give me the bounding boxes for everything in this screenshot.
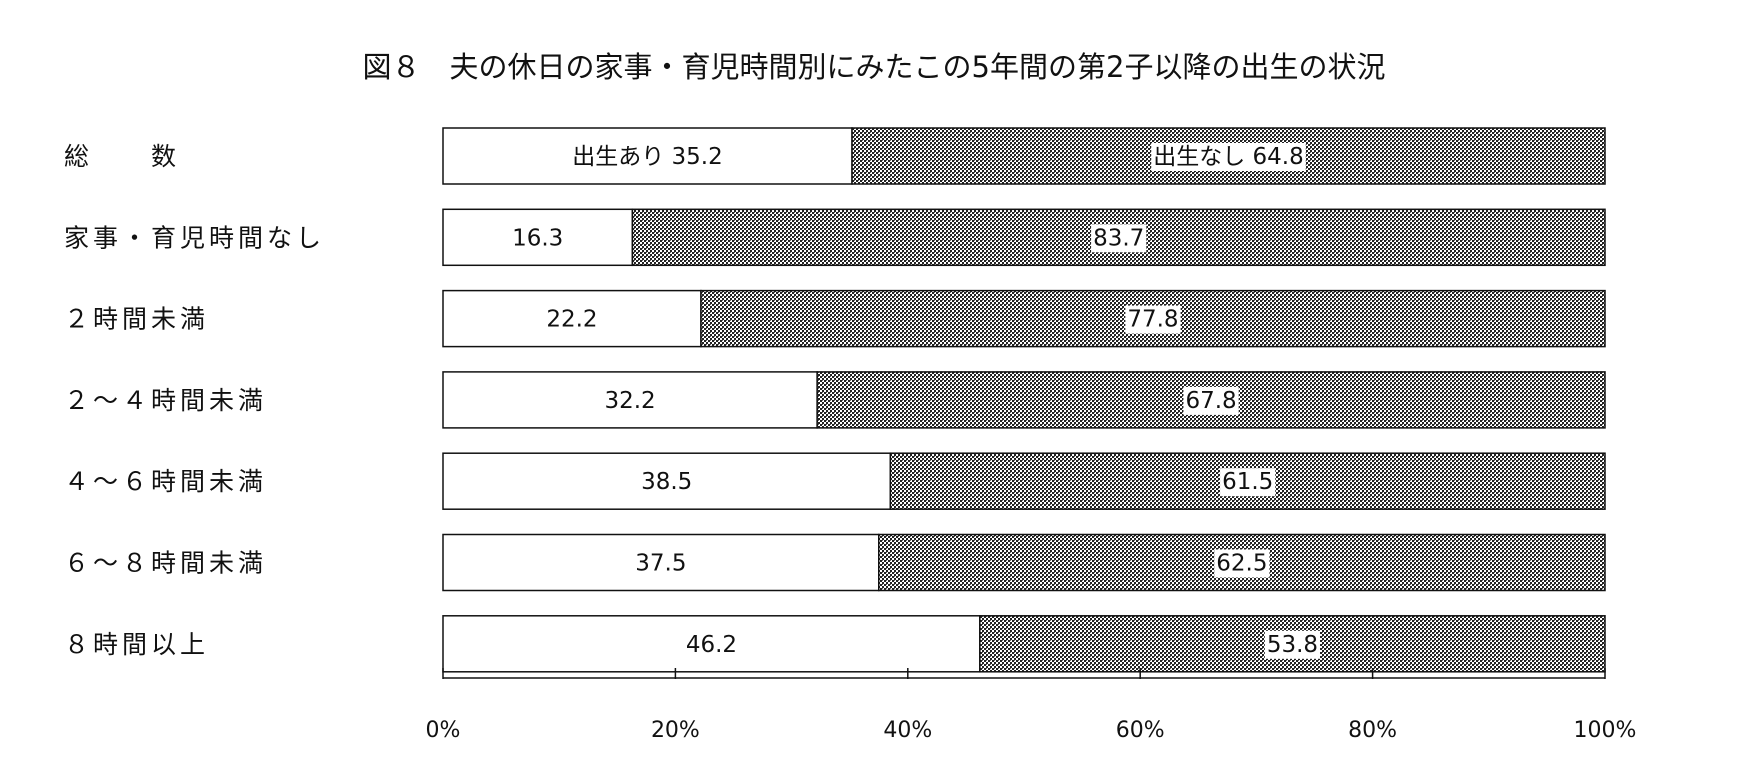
data-label-bg — [1151, 143, 1306, 171]
category-label: 家事・育児時間なし — [64, 223, 325, 252]
data-label: 62.5 — [1216, 551, 1267, 577]
x-tick-label: 40% — [883, 718, 932, 743]
bar-segment-birth — [442, 289, 702, 348]
data-label-bg — [1220, 468, 1276, 497]
data-label-bg — [1091, 224, 1147, 253]
x-tick-label: 80% — [1348, 718, 1397, 743]
data-label: 出生あり 35.2 — [572, 144, 723, 170]
data-label-bg — [1125, 305, 1181, 334]
bars: 出生あり 35.2 出生なし 64.8 16.3 83.7 22.2 77.8 32.2 67… — [442, 127, 1606, 673]
data-label-bg — [1214, 549, 1270, 578]
data-label: 83.7 — [1093, 225, 1144, 251]
data-label: 22.2 — [546, 307, 597, 333]
data-label-bg — [1264, 630, 1321, 659]
bar-segment-birth — [442, 452, 892, 510]
category-label: ２時間未満 — [64, 305, 209, 334]
data-label: 77.8 — [1127, 307, 1178, 333]
category-label: ４～６時間未満 — [64, 467, 267, 496]
category-label: ６～８時間未満 — [64, 549, 267, 578]
data-label: 61.5 — [1222, 469, 1273, 495]
data-label: 53.8 — [1267, 632, 1318, 658]
data-label: 37.5 — [635, 551, 686, 577]
bar-segment-birth — [442, 127, 853, 185]
category-labels: 総 数家事・育児時間なし ２時間未満 ２～４時間未満 ４～６時間未満 ６～８時間未満 ８時… — [64, 142, 325, 659]
category-label: ８時間以上 — [64, 630, 209, 659]
data-label: 38.5 — [641, 469, 692, 495]
chart-title: 図８ 夫の休日の家事・育児時間別にみたこの5年間の第2子以降の出生の状況 — [362, 50, 1386, 84]
x-tick-label: 60% — [1116, 718, 1165, 743]
x-axis: 0% 20% 40% 60% 80% 100% — [426, 668, 1637, 743]
data-label: 出生なし 64.8 — [1153, 144, 1304, 170]
x-tick-label: 20% — [651, 718, 700, 743]
data-label: 16.3 — [512, 225, 563, 251]
data-label: 46.2 — [686, 632, 737, 658]
x-tick-label: 100% — [1574, 718, 1637, 743]
data-label: 67.8 — [1185, 388, 1236, 414]
bar-segment-birth — [442, 615, 981, 673]
data-label: 32.2 — [604, 388, 655, 414]
bar-segment-birth — [442, 371, 818, 429]
x-tick-label: 0% — [426, 718, 461, 743]
data-label-bg — [1183, 386, 1239, 415]
category-label: ２～４時間未満 — [64, 386, 267, 415]
category-label: 総 数 — [64, 142, 180, 171]
